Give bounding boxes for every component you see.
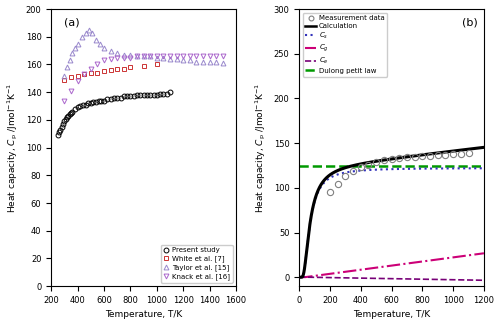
Y-axis label: Heat capacity, $C_\mathrm{p}$ /Jmol$^{-1}$K$^{-1}$: Heat capacity, $C_\mathrm{p}$ /Jmol$^{-1… (254, 83, 268, 213)
X-axis label: Temperature, T/K: Temperature, T/K (353, 310, 430, 319)
X-axis label: Temperature, T/K: Temperature, T/K (105, 310, 182, 319)
Legend: Present study, White et al. [7], Taylor et al. [15], Knack et al. [16]: Present study, White et al. [7], Taylor … (160, 245, 232, 283)
Text: (a): (a) (64, 17, 80, 27)
Legend: Measurement data, Calculation, $C_s$, $C_g$, $C_e$, Dulong petit law: Measurement data, Calculation, $C_s$, $C… (302, 13, 387, 77)
Y-axis label: Heat capacity, $C_\mathrm{p}$ /Jmol$^{-1}$K$^{-1}$: Heat capacity, $C_\mathrm{p}$ /Jmol$^{-1… (6, 83, 20, 213)
Text: (b): (b) (462, 17, 477, 27)
